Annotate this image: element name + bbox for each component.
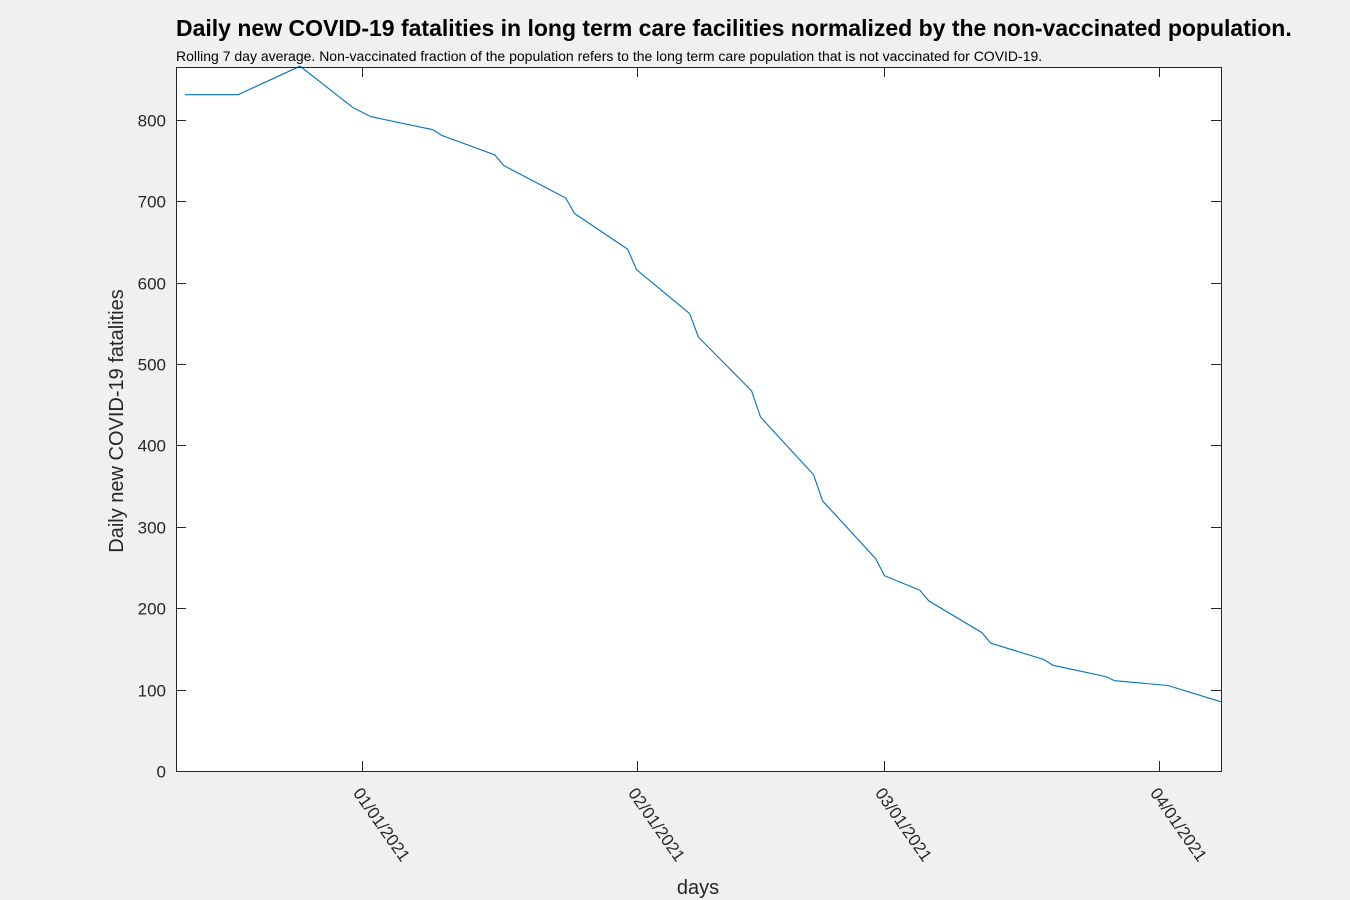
- y-tick-label: 700: [138, 193, 166, 212]
- x-tick-label: 01/01/2021: [349, 784, 413, 865]
- y-tick-label: 800: [138, 112, 166, 131]
- y-tick-label: 100: [138, 682, 166, 701]
- y-axis: 0 100 200 300 400 500 600 700 800: [138, 112, 1222, 782]
- x-tick-label: 02/01/2021: [624, 784, 688, 865]
- y-tick-label: 600: [138, 275, 166, 294]
- chart-subtitle: Rolling 7 day average. Non-vaccinated fr…: [176, 48, 1042, 64]
- x-tick-label: 03/01/2021: [871, 784, 935, 865]
- chart-title: Daily new COVID-19 fatalities in long te…: [176, 15, 1292, 41]
- x-axis-label: days: [677, 877, 719, 899]
- y-tick-label: 200: [138, 600, 166, 619]
- y-axis-label: Daily new COVID-19 fatalities: [106, 289, 128, 552]
- x-tick-label: 04/01/2021: [1146, 784, 1210, 865]
- plot-area: [176, 67, 1221, 771]
- y-tick-label: 0: [157, 763, 166, 782]
- plot-content: [184, 65, 1222, 703]
- series-line-0: [184, 65, 1222, 703]
- y-tick-label: 300: [138, 519, 166, 538]
- y-tick-label: 400: [138, 437, 166, 456]
- y-tick-label: 500: [138, 356, 166, 375]
- plot-frame: [176, 67, 1222, 772]
